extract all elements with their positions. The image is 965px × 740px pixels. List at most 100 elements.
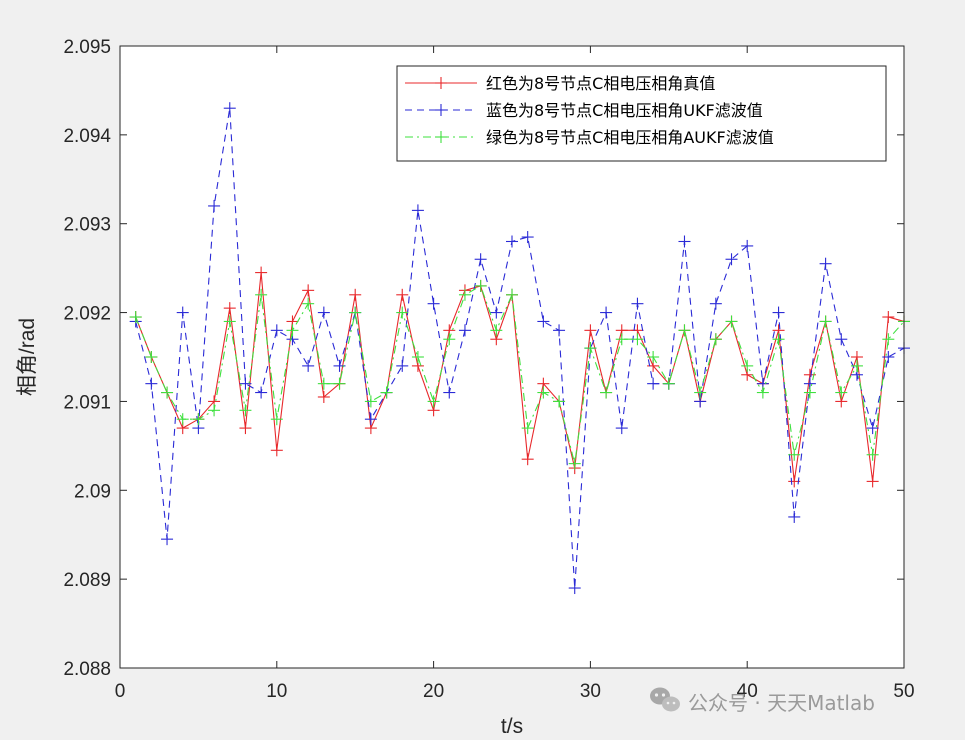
data-point bbox=[396, 359, 409, 372]
data-point bbox=[725, 315, 738, 328]
data-point bbox=[161, 386, 174, 399]
data-point bbox=[286, 324, 299, 337]
data-point bbox=[349, 288, 362, 301]
data-point bbox=[521, 231, 534, 244]
data-point bbox=[396, 306, 409, 319]
data-point bbox=[317, 390, 330, 403]
series-line bbox=[135, 107, 905, 589]
legend-box bbox=[396, 65, 887, 162]
data-point bbox=[364, 413, 377, 426]
data-point bbox=[161, 533, 174, 546]
data-point bbox=[568, 582, 581, 595]
data-point bbox=[333, 377, 346, 390]
data-point bbox=[725, 253, 738, 266]
data-point bbox=[584, 324, 597, 337]
data-point bbox=[741, 359, 754, 372]
data-point bbox=[129, 311, 142, 324]
data-point bbox=[553, 395, 566, 408]
data-point bbox=[396, 288, 409, 301]
data-point bbox=[411, 351, 424, 363]
data-point bbox=[427, 395, 440, 408]
data-point bbox=[600, 386, 613, 399]
data-point bbox=[584, 342, 597, 355]
data-point bbox=[882, 351, 895, 363]
data-point bbox=[223, 102, 236, 115]
data-point bbox=[302, 284, 315, 297]
legend-entry: 红色为8号节点C相电压相角真值 bbox=[405, 74, 715, 93]
data-point bbox=[255, 266, 268, 279]
data-point bbox=[709, 333, 722, 346]
data-point bbox=[647, 377, 660, 390]
data-point bbox=[600, 306, 613, 319]
data-point bbox=[615, 333, 628, 346]
data-point bbox=[223, 315, 236, 328]
data-point bbox=[678, 235, 691, 248]
series-layer bbox=[129, 102, 910, 595]
data-point bbox=[521, 422, 534, 435]
data-point bbox=[850, 359, 863, 372]
y-axis: 2.088 2.089 2.09 2.091 2.092 2.093 2.094 2.095 bbox=[63, 37, 904, 680]
data-point bbox=[662, 377, 675, 390]
y-tick-label: 2.088 bbox=[63, 659, 111, 680]
data-point bbox=[647, 351, 660, 363]
data-point bbox=[882, 333, 895, 346]
data-point bbox=[380, 386, 393, 399]
data-point bbox=[521, 453, 534, 466]
data-point bbox=[192, 413, 205, 426]
data-point bbox=[788, 448, 801, 461]
data-point bbox=[866, 448, 879, 461]
data-point bbox=[208, 199, 221, 212]
legend-label: 蓝色为8号节点C相电压相角UKF滤波值 bbox=[486, 101, 763, 120]
series-2 bbox=[129, 279, 910, 470]
data-point bbox=[176, 413, 189, 426]
data-point bbox=[788, 510, 801, 523]
data-point bbox=[474, 279, 487, 292]
data-point bbox=[631, 297, 644, 310]
watermark-text: 公众号 · 天天Matlab bbox=[688, 691, 875, 715]
x-tick-label: 30 bbox=[580, 681, 601, 702]
axes-box bbox=[119, 45, 905, 669]
data-point bbox=[349, 306, 362, 319]
data-point bbox=[866, 422, 879, 435]
data-point bbox=[239, 422, 252, 435]
data-point bbox=[223, 302, 236, 315]
data-point bbox=[756, 386, 769, 399]
data-point bbox=[176, 306, 189, 319]
data-point bbox=[270, 444, 283, 457]
data-point bbox=[835, 386, 848, 399]
data-point bbox=[145, 351, 158, 363]
legend: 红色为8号节点C相电压相角真值蓝色为8号节点C相电压相角UKF滤波值绿色为8号节… bbox=[396, 65, 887, 162]
legend-entry: 绿色为8号节点C相电压相角AUKF滤波值 bbox=[405, 128, 774, 147]
x-tick-label: 40 bbox=[737, 681, 758, 702]
data-point bbox=[255, 288, 268, 301]
data-point bbox=[819, 257, 832, 270]
data-point bbox=[270, 413, 283, 426]
data-point bbox=[208, 404, 221, 417]
data-point bbox=[302, 359, 315, 372]
x-tick-label: 50 bbox=[893, 681, 914, 702]
data-point bbox=[317, 306, 330, 319]
x-tick-label: 10 bbox=[266, 681, 287, 702]
data-point bbox=[427, 297, 440, 310]
data-point bbox=[882, 311, 895, 324]
y-tick-label: 2.093 bbox=[63, 215, 111, 236]
data-point bbox=[474, 253, 487, 266]
x-axis-label: t/s bbox=[501, 715, 523, 738]
series-line bbox=[135, 285, 905, 465]
y-tick-label: 2.091 bbox=[63, 392, 111, 413]
data-point bbox=[490, 324, 503, 337]
x-axis: 0 10 20 30 40 50 bbox=[115, 46, 915, 702]
data-point bbox=[553, 324, 566, 337]
data-point bbox=[239, 404, 252, 417]
data-point bbox=[364, 395, 377, 408]
data-point bbox=[145, 377, 158, 390]
x-tick-label: 0 bbox=[115, 681, 126, 702]
data-point bbox=[568, 457, 581, 470]
y-tick-label: 2.095 bbox=[63, 37, 111, 58]
data-point bbox=[458, 324, 471, 337]
data-point bbox=[317, 377, 330, 390]
y-axis-label: 相角/rad bbox=[16, 318, 39, 396]
legend-label: 红色为8号节点C相电压相角真值 bbox=[486, 74, 715, 93]
data-point bbox=[506, 288, 518, 301]
